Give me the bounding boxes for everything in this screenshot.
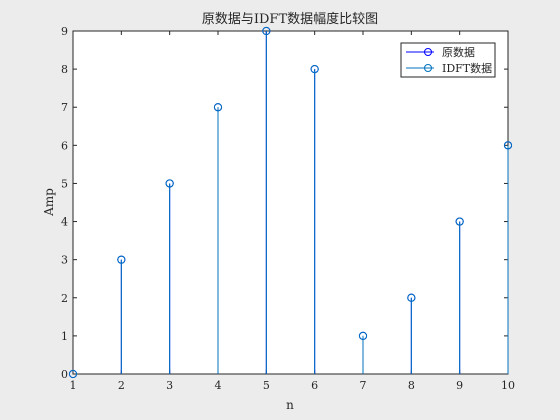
y-tick-label: 4 <box>61 216 68 229</box>
legend-marker-idft <box>424 64 432 72</box>
y-tick-labels: 0 1 2 3 4 5 6 7 8 9 <box>61 25 68 381</box>
plot-area <box>72 30 509 375</box>
y-tick-label: 5 <box>61 177 68 190</box>
y-tick-label: 7 <box>61 101 68 114</box>
legend-label-original: 原数据 <box>442 45 475 59</box>
y-tick-label: 2 <box>61 292 68 305</box>
series-idft <box>68 26 513 379</box>
x-tick-label: 10 <box>501 379 515 392</box>
x-tick-label: 2 <box>118 379 125 392</box>
y-axis-label: Amp <box>42 188 56 217</box>
stem-marker <box>503 141 513 150</box>
x-tick-label: 6 <box>311 379 318 392</box>
y-tick-label: 3 <box>61 254 68 267</box>
legend: 原数据 IDFT数据 <box>400 42 496 78</box>
x-tick-label: 5 <box>263 379 270 392</box>
stem-marker <box>165 179 174 188</box>
stem-series <box>68 26 513 379</box>
legend-label-idft: IDFT数据 <box>442 61 492 75</box>
x-tick-label: 8 <box>408 379 415 392</box>
legend-box <box>400 42 496 78</box>
stem-marker <box>455 217 464 226</box>
y-tick-label: 6 <box>61 139 68 152</box>
x-tick-labels: 1 2 3 4 5 6 7 8 9 10 <box>70 379 516 392</box>
stem-marker <box>310 65 319 74</box>
stem-marker <box>213 103 223 112</box>
stem-marker <box>68 369 78 379</box>
stem-marker <box>117 255 126 264</box>
stem-marker <box>358 331 368 340</box>
x-tick-label: 1 <box>70 379 77 392</box>
x-tick-label: 4 <box>215 379 222 392</box>
stem-marker <box>407 293 416 302</box>
y-tick-label: 8 <box>61 63 68 76</box>
y-tick-label: 1 <box>61 330 68 343</box>
chart-title: 原数据与IDFT数据幅度比较图 <box>202 11 378 27</box>
legend-marker-original <box>424 48 432 56</box>
x-tick-label: 9 <box>456 379 463 392</box>
x-axis-label: n <box>286 398 294 412</box>
y-tick-label: 9 <box>61 25 68 38</box>
stem-marker <box>262 26 271 36</box>
x-tick-label: 3 <box>166 379 173 392</box>
x-tick-label: 7 <box>360 379 367 392</box>
y-tick-label: 0 <box>61 368 68 381</box>
